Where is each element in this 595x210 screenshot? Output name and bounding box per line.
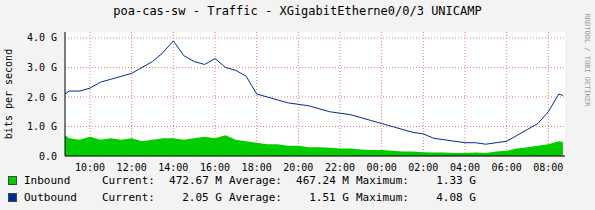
svg-text:4.0 G: 4.0 G	[27, 32, 57, 43]
html-text:1.51 G: 1.51 G	[309, 191, 349, 204]
svg-text:10:00: 10:00	[75, 162, 105, 173]
html-text:1.33 G: 1.33 G	[436, 174, 476, 187]
svg-text:04:00: 04:00	[450, 162, 480, 173]
svg-text:1.0 G: 1.0 G	[27, 121, 57, 132]
html-text:Maximum:: Maximum:	[356, 191, 409, 204]
svg-text:02:00: 02:00	[408, 162, 438, 173]
svg-text:3.0 G: 3.0 G	[27, 62, 57, 73]
svg-text:00:00: 00:00	[367, 162, 397, 173]
html-text:467.24 M: 467.24 M	[296, 174, 349, 187]
html-text:RRDTOOL / TOBI OETIKER: RRDTOOL / TOBI OETIKER	[583, 13, 591, 107]
svg-text:06:00: 06:00	[492, 162, 522, 173]
svg-text:08:00: 08:00	[533, 162, 563, 173]
html-text:472.67 M: 472.67 M	[169, 174, 222, 187]
html-text:Current:: Current:	[102, 191, 155, 204]
html-text:2.05 G: 2.05 G	[182, 191, 222, 204]
svg-text:18:00: 18:00	[242, 162, 272, 173]
svg-text:16:00: 16:00	[200, 162, 230, 173]
html-text:Average:: Average:	[229, 191, 282, 204]
html-text:Maximum:: Maximum:	[356, 174, 409, 187]
html-text:poa-cas-sw - Traffic - XGigabi: poa-cas-sw - Traffic - XGigabitEtherne0/…	[113, 4, 482, 18]
svg-text:22:00: 22:00	[325, 162, 355, 173]
html-text:Inbound: Inbound	[24, 174, 71, 187]
svg-text:20:00: 20:00	[283, 162, 313, 173]
svg-text:2.0 G: 2.0 G	[27, 92, 57, 103]
html-text:Outbound: Outbound	[24, 191, 77, 204]
svg-text:12:00: 12:00	[117, 162, 147, 173]
html-text:bits per second: bits per second	[2, 48, 14, 140]
html-text:Current:: Current:	[102, 174, 155, 187]
html-text:Average:: Average:	[229, 174, 282, 187]
html-text:4.08 G: 4.08 G	[436, 191, 476, 204]
svg-text:14:00: 14:00	[158, 162, 188, 173]
svg-text:0.0: 0.0	[39, 151, 57, 162]
